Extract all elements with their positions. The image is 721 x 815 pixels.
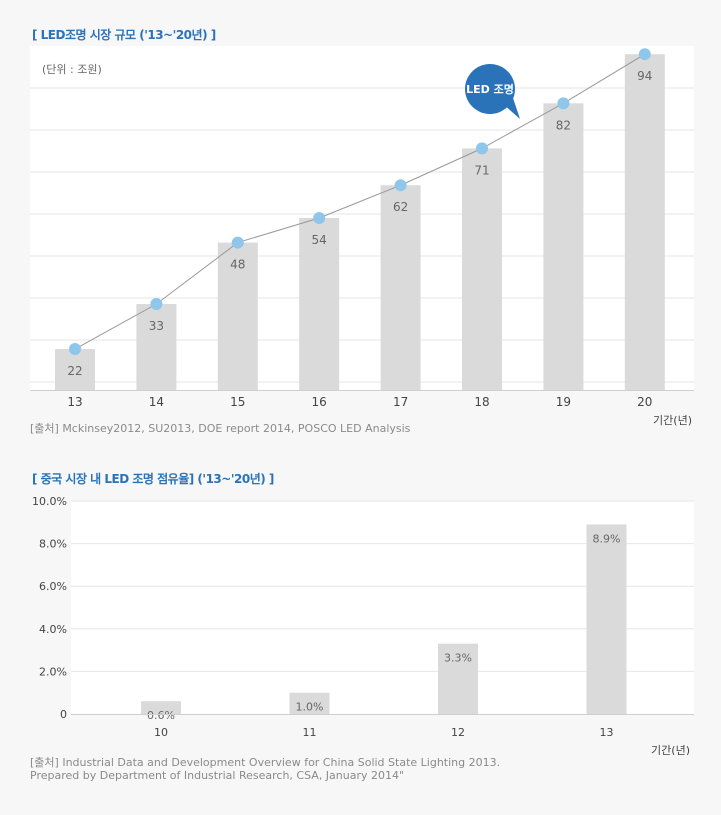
chart2-source: [출처] Industrial Data and Development Ove… <box>30 756 501 782</box>
chart1-x-tick-label: 13 <box>67 395 82 409</box>
chart1-x-tick-label: 18 <box>474 395 489 409</box>
chart2-value-label: 0.6% <box>147 709 175 722</box>
chart1-point <box>69 343 81 356</box>
chart1-x-tick-label: 15 <box>230 395 245 409</box>
chart1-point <box>313 212 326 224</box>
chart1-unit-note: (단위 : 조원) <box>42 63 102 76</box>
chart2-bar <box>141 701 181 714</box>
chart1-callout-label: LED 조명 <box>466 82 514 96</box>
chart2-y-tick-label: 2.0% <box>39 665 67 678</box>
chart2-x-tick-label: 11 <box>303 726 317 739</box>
chart1-callout: LED 조명 <box>465 64 520 119</box>
chart2-bar <box>289 692 330 714</box>
chart1-bar <box>380 185 421 390</box>
chart1-point <box>150 298 163 310</box>
chart1-value-label: 33 <box>149 319 164 333</box>
chart1-value-label: 82 <box>556 118 571 132</box>
chart1-bar <box>299 218 340 390</box>
chart1-callout-bubble <box>465 64 515 114</box>
chart2-title: [ 중국 시장 내 LED 조명 점유율] ('13~'20년) ] <box>32 472 274 486</box>
chart1-bar <box>624 54 665 390</box>
chart2-bar <box>438 643 478 714</box>
chart1-x-tick-label: 17 <box>393 395 408 409</box>
chart1-point <box>394 179 407 192</box>
chart1-value-label: 62 <box>393 200 408 214</box>
chart1-value-label: 22 <box>67 364 82 378</box>
chart1-bar <box>462 148 502 390</box>
chart2-x-axis-label: 기간(년) <box>651 744 690 755</box>
chart2-value-label: 8.9% <box>593 532 621 545</box>
chart2-x-tick-label: 13 <box>600 726 614 739</box>
chart2-x-tick-label: 12 <box>451 726 465 739</box>
chart2-y-tick-label: 4.0% <box>39 623 67 636</box>
chart1-plot-area: 22 33 48 54 62 71 82 94 (단위 : 조원) LED 조명 <box>30 46 694 391</box>
chart2-x-tick-label: 10 <box>154 726 168 739</box>
chart2-value-label: 3.3% <box>444 652 472 665</box>
chart1-bar <box>55 349 95 390</box>
chart1-point <box>638 48 651 61</box>
chart1-bar <box>136 304 177 390</box>
chart1-x-tick-label: 14 <box>149 395 164 409</box>
chart1-value-label: 94 <box>637 69 652 83</box>
chart2-svg: 0 2.0% 4.0% 6.0% 8.0% 10.0% 0.6% 1.0% 3.3% 8.9% 10… <box>32 495 694 755</box>
chart1-bar <box>543 103 584 391</box>
chart1-x-tick-label: 16 <box>312 395 327 409</box>
chart1-point <box>557 97 570 110</box>
chart2-value-label: 1.0% <box>296 701 324 714</box>
chart1-value-label: 71 <box>474 163 489 177</box>
chart1-trend-line <box>74 53 646 350</box>
chart2-bar <box>586 524 627 714</box>
chart1-title: [ LED조명 시장 규모 ('13~'20년) ] <box>32 28 216 42</box>
chart2-y-tick-label: 8.0% <box>39 538 67 551</box>
chart1-value-label: 54 <box>312 233 327 247</box>
chart1-bar <box>217 242 258 390</box>
chart1-x-tick-label: 19 <box>556 395 571 409</box>
chart1-source: [출처] Mckinsey2012, SU2013, DOE report 20… <box>30 422 411 435</box>
chart2-y-tick-label: 10.0% <box>32 495 67 508</box>
chart1-x-tick-label: 20 <box>637 395 652 409</box>
chart1-point <box>476 142 488 155</box>
chart2-y-tick-label: 0 <box>60 708 67 721</box>
chart2-y-tick-label: 6.0% <box>39 580 67 593</box>
chart1-point <box>231 236 244 249</box>
chart1-svg: 22 33 48 54 62 71 82 94 (단위 : 조원) LED 조명 <box>30 48 694 391</box>
chart1-x-axis-label: 기간(년) <box>653 414 692 427</box>
chart1-value-label: 48 <box>230 258 245 272</box>
